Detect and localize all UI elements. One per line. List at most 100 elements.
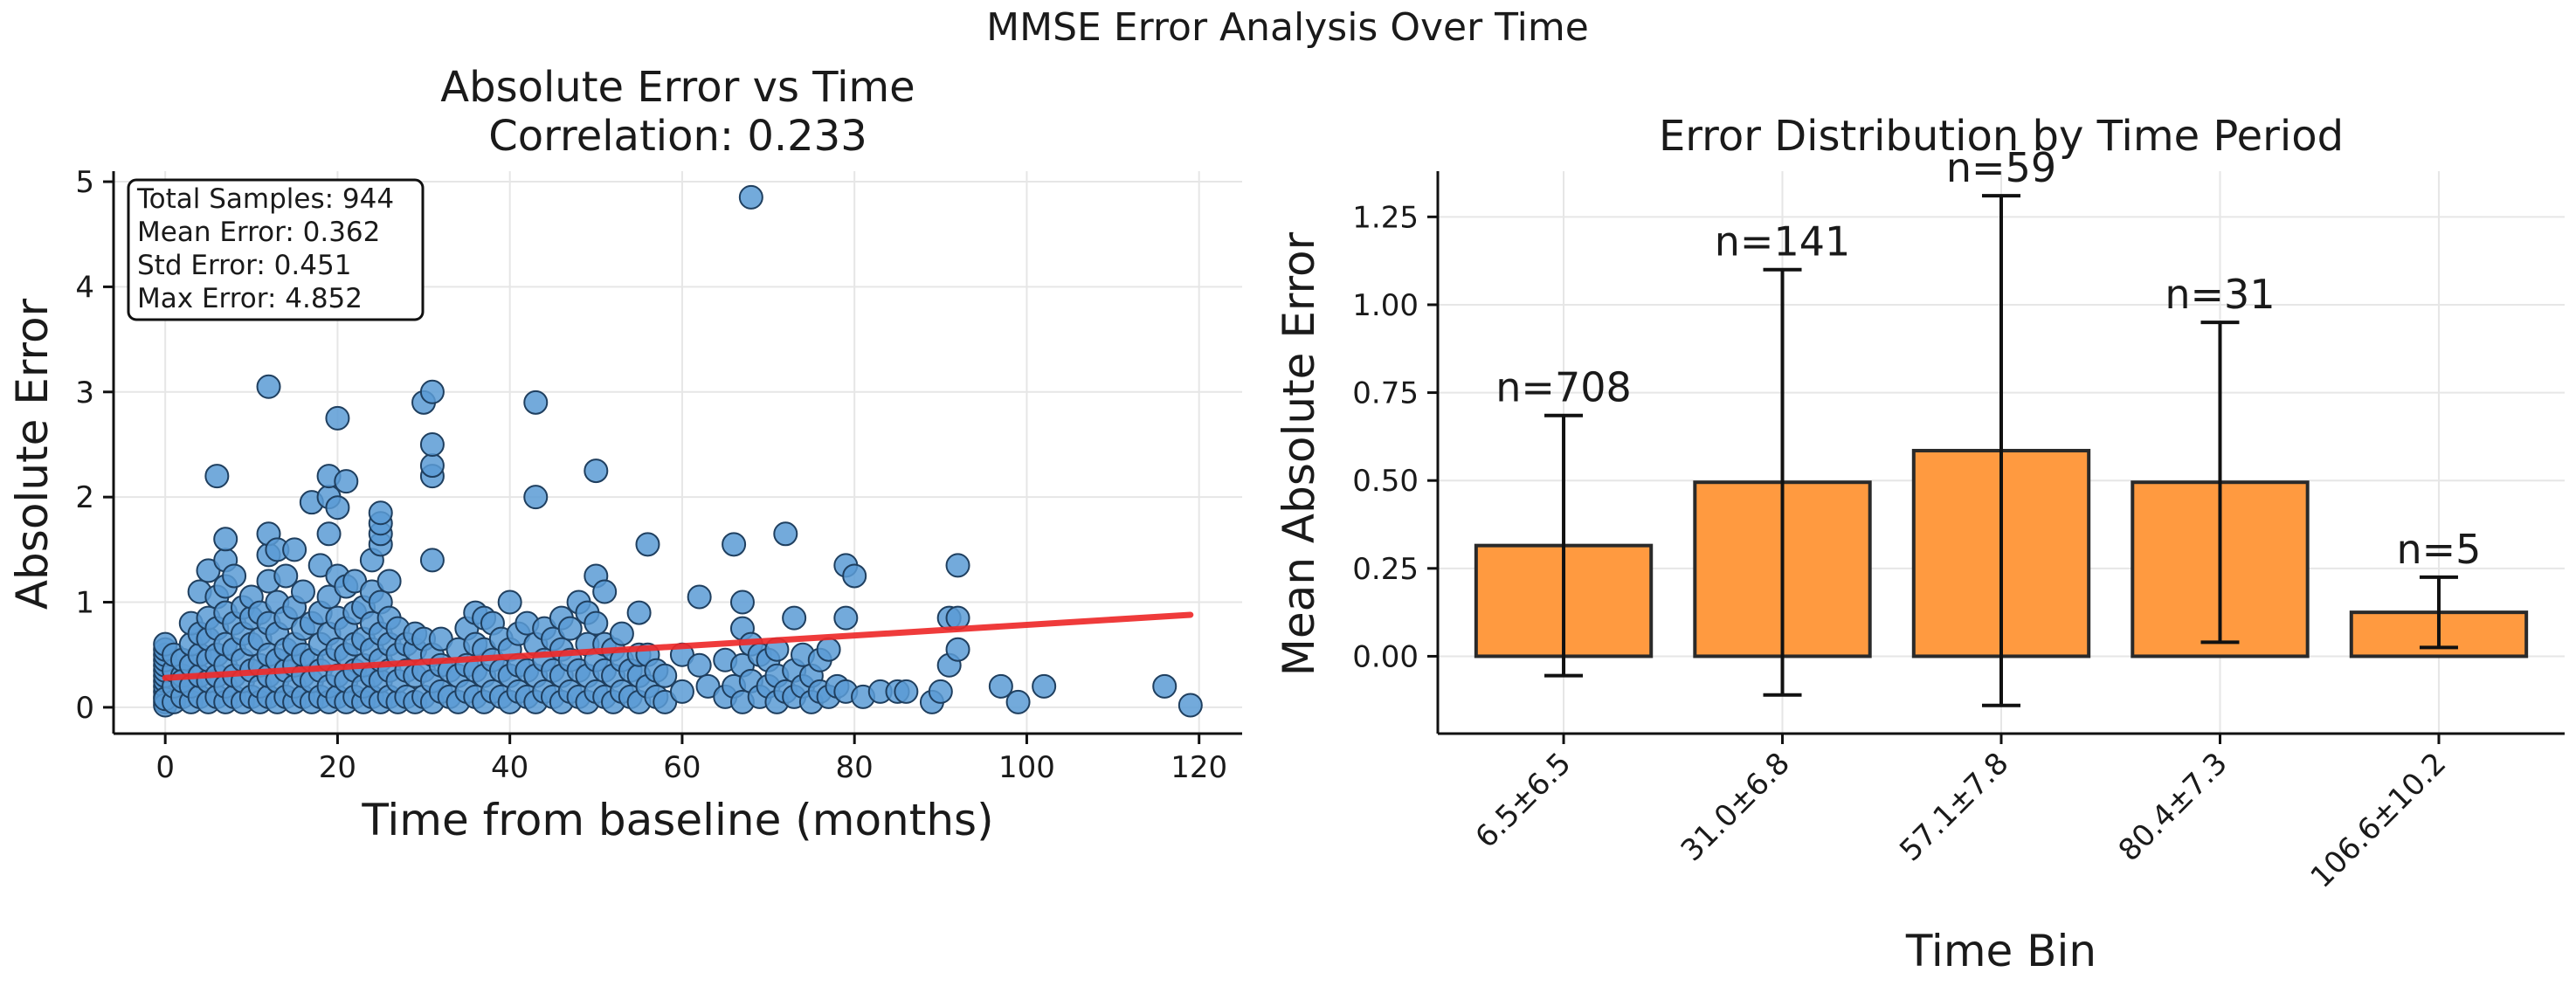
scatter-point xyxy=(325,405,350,431)
scatter-point xyxy=(773,521,798,547)
bar-title: Error Distribution by Time Period xyxy=(1659,112,2344,161)
scatter-title: Absolute Error vs Time xyxy=(440,63,915,112)
scatter-point xyxy=(833,605,859,631)
scatter-point xyxy=(282,537,307,562)
scatter-point xyxy=(687,652,712,678)
scatter-point xyxy=(419,379,445,404)
scatter-points xyxy=(153,184,1203,718)
scatter-y-tick-label: 0 xyxy=(75,691,94,726)
bar-count-label: n=708 xyxy=(1495,364,1632,411)
scatter-point xyxy=(523,390,549,415)
scatter-y-tick-label: 3 xyxy=(75,376,94,410)
scatter-point xyxy=(945,553,970,578)
scatter-point xyxy=(729,590,755,615)
bar-x-tick-label: 31.0±6.8 xyxy=(1675,746,1797,868)
scatter-point xyxy=(368,500,393,526)
scatter-y-label: Absolute Error xyxy=(7,298,58,610)
scatter-x-tick-label: 100 xyxy=(998,750,1055,785)
scatter-point xyxy=(1005,689,1031,714)
scatter-point xyxy=(687,584,712,610)
scatter-y-tick-label: 5 xyxy=(75,165,94,200)
bar-x-tick-label: 57.1±7.8 xyxy=(1893,746,2015,868)
scatter-point xyxy=(334,469,359,494)
bar-y-tick-label: 0.50 xyxy=(1352,464,1419,499)
stats-box-frame xyxy=(127,178,425,321)
bar-x-ticks: 6.5±6.5 31.0±6.8 57.1±7.8 80.4±7.3 106.6±10.… xyxy=(1468,734,2453,895)
scatter-point xyxy=(419,431,445,457)
scatter-x-tick-label: 60 xyxy=(663,750,701,785)
scatter-x-tick-label: 0 xyxy=(155,750,175,785)
scatter-point xyxy=(738,184,763,210)
scatter-point xyxy=(204,464,230,489)
stats-max-error: Max Error: 4.852 xyxy=(137,283,363,314)
bar-count-label: n=141 xyxy=(1715,218,1851,265)
bar-y-label: Mean Absolute Error xyxy=(1274,231,1324,676)
stats-total-samples: Total Samples: 944 xyxy=(136,183,394,215)
bar-y-ticks: 0.00 0.25 0.50 0.75 1.00 1.25 xyxy=(1352,200,1438,674)
scatter-point xyxy=(609,621,634,646)
scatter-point xyxy=(584,459,609,484)
scatter-point xyxy=(816,637,841,662)
scatter-point xyxy=(290,579,315,604)
bar-y-tick-label: 1.00 xyxy=(1352,288,1419,323)
scatter-point xyxy=(419,453,445,479)
scatter-x-label: Time from baseline (months) xyxy=(361,795,993,845)
scatter-y-tick-label: 2 xyxy=(75,480,94,515)
bar-count-label: n=5 xyxy=(2396,526,2481,573)
scatter-point xyxy=(592,579,618,604)
scatter-point xyxy=(635,532,660,557)
scatter-panel: Total Samples: 944 Mean Error: 0.362 Std… xyxy=(7,63,1242,845)
scatter-point xyxy=(945,637,970,662)
scatter-point xyxy=(325,495,350,521)
scatter-stats-box: Total Samples: 944 Mean Error: 0.362 Std… xyxy=(127,178,425,321)
bar-y-tick-label: 0.00 xyxy=(1352,639,1419,674)
scatter-point xyxy=(1032,673,1057,699)
bar-y-tick-label: 1.25 xyxy=(1352,200,1419,235)
scatter-point xyxy=(497,590,522,615)
figure-suptitle: MMSE Error Analysis Over Time xyxy=(986,5,1589,50)
scatter-trend-line xyxy=(162,611,1194,681)
scatter-point xyxy=(273,563,299,589)
scatter-point xyxy=(376,569,402,594)
scatter-point xyxy=(722,532,747,557)
scatter-point xyxy=(653,663,678,688)
bar-y-tick-label: 0.75 xyxy=(1352,376,1419,411)
scatter-x-tick-label: 40 xyxy=(491,750,528,785)
bar-panel: n=708 n=141 n=59 n=31 n=5 6.5±6.5 31.0±6.8 57.… xyxy=(1274,112,2565,976)
scatter-point xyxy=(1152,673,1178,699)
scatter-y-tick-label: 4 xyxy=(75,270,94,305)
bar-x-label: Time Bin xyxy=(1905,926,2096,976)
scatter-x-tick-label: 20 xyxy=(319,750,356,785)
scatter-point xyxy=(928,679,953,704)
scatter-point xyxy=(316,521,342,547)
scatter-point xyxy=(669,679,694,704)
scatter-y-ticks: 0 1 2 3 4 5 xyxy=(75,165,114,726)
bar-x-tick-label: 106.6±10.2 xyxy=(2304,746,2454,895)
bar-error-bars xyxy=(1544,194,2458,707)
scatter-point xyxy=(523,485,549,510)
scatter-point xyxy=(1178,693,1203,718)
scatter-point xyxy=(213,527,238,552)
scatter-point xyxy=(557,616,583,641)
scatter-point xyxy=(222,563,247,589)
bar-x-tick-label: 80.4±7.3 xyxy=(2112,746,2234,868)
scatter-point xyxy=(256,374,281,399)
bar-count-label: n=59 xyxy=(1946,144,2056,191)
stats-mean-error: Mean Error: 0.362 xyxy=(137,217,380,248)
scatter-point xyxy=(626,600,652,625)
bar-x-tick-label: 6.5±6.5 xyxy=(1468,746,1578,855)
stats-std-error: Std Error: 0.451 xyxy=(137,250,351,281)
scatter-x-ticks: 0 20 40 60 80 100 120 xyxy=(155,734,1227,785)
scatter-point xyxy=(782,605,807,631)
scatter-y-tick-label: 1 xyxy=(75,586,94,621)
bar-count-labels: n=708 n=141 n=59 n=31 n=5 xyxy=(1495,144,2481,573)
scatter-x-tick-label: 80 xyxy=(836,750,874,785)
scatter-point xyxy=(584,610,609,636)
scatter-point xyxy=(842,563,867,589)
bar-y-tick-label: 0.25 xyxy=(1352,552,1419,587)
bar-count-label: n=31 xyxy=(2165,271,2275,318)
scatter-subtitle: Correlation: 0.233 xyxy=(488,112,867,161)
scatter-point xyxy=(894,679,919,704)
scatter-point xyxy=(419,548,445,573)
